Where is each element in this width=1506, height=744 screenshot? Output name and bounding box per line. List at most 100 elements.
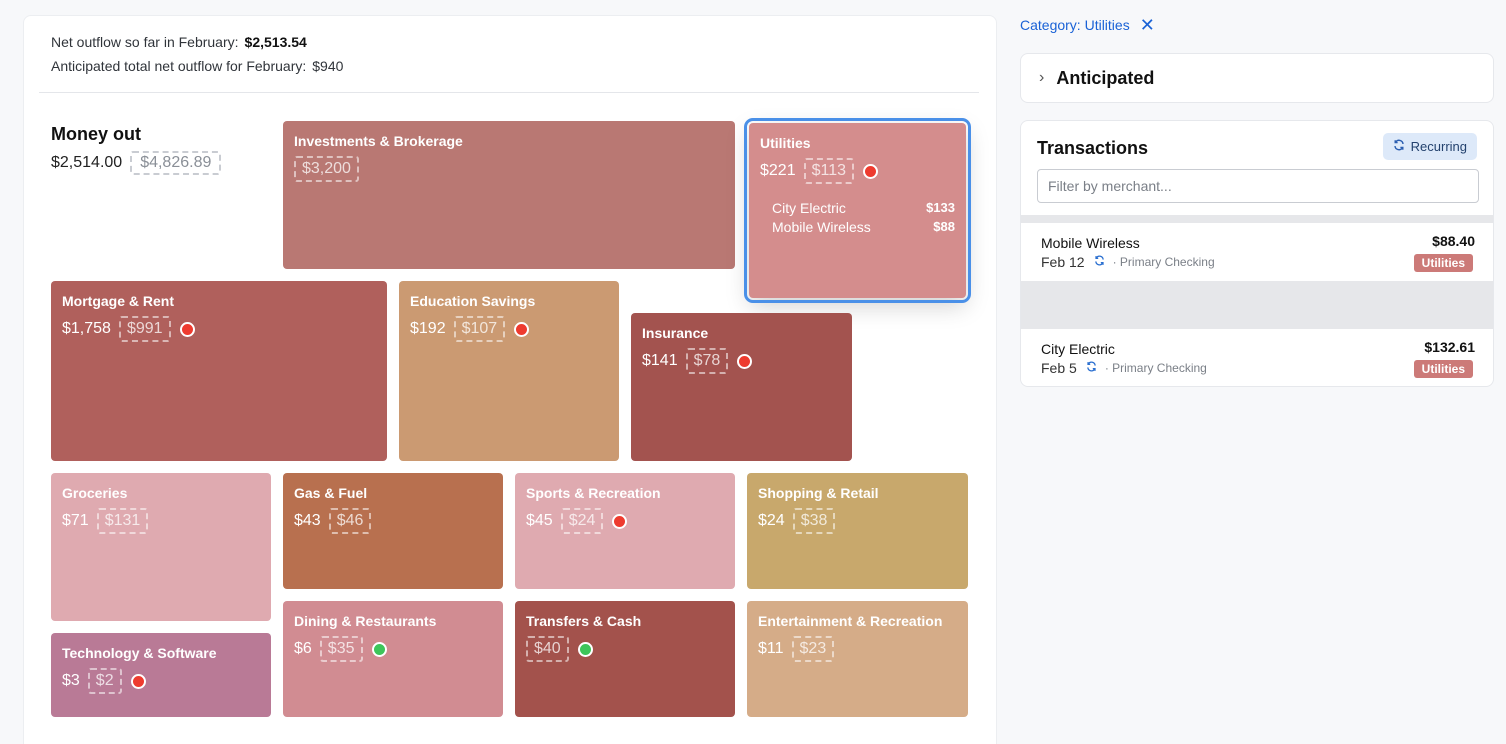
- category-badge[interactable]: Utilities: [1413, 254, 1473, 272]
- tile-anticipated: $78: [685, 348, 729, 374]
- merchant-row: City Electric $133: [772, 200, 955, 219]
- tile-shopping[interactable]: Shopping & Retail $24 $38: [747, 473, 968, 589]
- net-outflow-value: $2,513.54: [244, 34, 307, 50]
- tile-actual: $43: [294, 512, 321, 529]
- recurring-icon: [1086, 361, 1097, 375]
- tile-education[interactable]: Education Savings $192 $107: [399, 281, 619, 461]
- under-budget-indicator-icon: [577, 641, 593, 657]
- tile-anticipated: $2: [87, 668, 122, 694]
- tile-actual: $3: [62, 672, 80, 689]
- over-budget-indicator-icon: [737, 353, 753, 369]
- merchant-name: City Electric: [772, 200, 846, 216]
- tile-actual: $141: [642, 352, 678, 369]
- chevron-right-icon: ›: [1039, 69, 1045, 86]
- tile-name: Dining & Restaurants: [294, 613, 437, 629]
- transactions-card: Transactions Recurring Mobile Wireless $…: [1020, 120, 1494, 387]
- tile-actual: $221: [760, 162, 796, 179]
- transaction-merchant: Mobile Wireless: [1041, 235, 1140, 251]
- tile-actual: $11: [758, 640, 784, 657]
- tile-anticipated: $113: [803, 158, 854, 184]
- transaction-account: · Primary Checking: [1104, 361, 1207, 375]
- anticipated-outflow-value: $940: [312, 58, 344, 74]
- tile-anticipated: $40: [526, 636, 569, 662]
- merchant-amount: $88: [933, 219, 955, 234]
- tile-name: Education Savings: [410, 293, 536, 309]
- money-out-title: Money out: [51, 124, 141, 144]
- tile-technology[interactable]: Technology & Software $3 $2: [51, 633, 271, 717]
- tile-name: Gas & Fuel: [294, 485, 368, 501]
- money-out-summary: Money out $2,514.00 $4,826.89: [51, 124, 222, 175]
- merchant-list: City Electric $133 Mobile Wireless $88: [760, 200, 955, 238]
- category-filter-label: Category: Utilities: [1020, 17, 1130, 33]
- category-filter-chip[interactable]: Category: Utilities ✕: [1020, 15, 1155, 35]
- under-budget-indicator-icon: [371, 641, 387, 657]
- tile-anticipated: $131: [96, 508, 149, 534]
- tile-actual: $71: [62, 512, 89, 529]
- recurring-label: Recurring: [1410, 139, 1467, 154]
- tile-name: Shopping & Retail: [758, 485, 879, 501]
- tile-name: Utilities: [760, 135, 811, 151]
- over-budget-indicator-icon: [863, 163, 878, 179]
- transaction-date: Feb 5: [1041, 360, 1077, 376]
- transaction-amount: $88.40: [1432, 233, 1475, 249]
- list-separator: [1021, 215, 1493, 223]
- tile-groceries[interactable]: Groceries $71 $131: [51, 473, 271, 621]
- tile-name: Sports & Recreation: [526, 485, 661, 501]
- close-icon[interactable]: ✕: [1139, 15, 1155, 35]
- tile-name: Insurance: [642, 325, 709, 341]
- recurring-button[interactable]: Recurring: [1382, 133, 1477, 160]
- tile-anticipated: $46: [328, 508, 372, 534]
- recurring-icon: [1094, 255, 1105, 269]
- summary-divider: [39, 92, 979, 93]
- merchant-amount: $133: [926, 200, 955, 215]
- transaction-account: · Primary Checking: [1112, 255, 1215, 269]
- outflow-summary: Net outflow so far in February: $2,513.54…: [51, 33, 343, 81]
- tile-name: Mortgage & Rent: [62, 293, 174, 309]
- anticipated-section[interactable]: › Anticipated: [1020, 53, 1494, 103]
- merchant-name: Mobile Wireless: [772, 219, 871, 235]
- money-out-anticipated: $4,826.89: [130, 151, 222, 175]
- transaction-amount: $132.61: [1424, 339, 1475, 355]
- tile-actual: $24: [758, 512, 785, 529]
- over-budget-indicator-icon: [130, 673, 146, 689]
- transaction-row[interactable]: Mobile Wireless $88.40 Feb 12 · Primary …: [1021, 223, 1493, 281]
- tile-actual: $45: [526, 512, 553, 529]
- tile-name: Entertainment & Recreation: [758, 613, 943, 629]
- tile-name: Technology & Software: [62, 645, 217, 661]
- tile-sports[interactable]: Sports & Recreation $45 $24: [515, 473, 735, 589]
- tile-anticipated: $107: [453, 316, 506, 342]
- tile-actual: $192: [410, 320, 446, 337]
- tile-anticipated: $24: [560, 508, 604, 534]
- transaction-date: Feb 12: [1041, 254, 1085, 270]
- tile-anticipated: $3,200: [294, 156, 359, 182]
- tile-transfers[interactable]: Transfers & Cash $40: [515, 601, 735, 717]
- tile-name: Transfers & Cash: [526, 613, 642, 629]
- tile-mortgage[interactable]: Mortgage & Rent $1,758 $991: [51, 281, 387, 461]
- anticipated-section-title: Anticipated: [1056, 67, 1155, 88]
- tile-name: Groceries: [62, 485, 128, 501]
- tile-entertainment[interactable]: Entertainment & Recreation $11 $23: [747, 601, 968, 717]
- tile-dining[interactable]: Dining & Restaurants $6 $35: [283, 601, 503, 717]
- tile-name: Investments & Brokerage: [294, 133, 463, 149]
- anticipated-outflow-label: Anticipated total net outflow for Februa…: [51, 58, 307, 74]
- tile-anticipated: $35: [319, 636, 363, 662]
- tile-utilities[interactable]: Utilities $221 $113 City Electric $133 Mo…: [744, 118, 971, 303]
- tile-actual: $6: [294, 640, 312, 657]
- tile-gas[interactable]: Gas & Fuel $43 $46: [283, 473, 503, 589]
- over-budget-indicator-icon: [612, 513, 628, 529]
- money-out-actual: $2,514.00: [51, 154, 123, 171]
- transaction-row[interactable]: City Electric $132.61 Feb 5 · Primary Ch…: [1021, 329, 1493, 386]
- tile-insurance[interactable]: Insurance $141 $78: [631, 313, 852, 461]
- over-budget-indicator-icon: [514, 321, 530, 337]
- net-outflow-label: Net outflow so far in February:: [51, 34, 239, 50]
- tile-actual: $1,758: [62, 320, 111, 337]
- merchant-filter-input[interactable]: [1037, 169, 1479, 203]
- category-badge[interactable]: Utilities: [1413, 360, 1473, 378]
- merchant-row: Mobile Wireless $88: [772, 219, 955, 238]
- transaction-merchant: City Electric: [1041, 341, 1115, 357]
- over-budget-indicator-icon: [179, 321, 195, 337]
- refresh-icon: [1393, 139, 1405, 154]
- tile-anticipated: $23: [791, 636, 835, 662]
- tile-investments[interactable]: Investments & Brokerage $3,200: [283, 121, 735, 269]
- list-separator: [1021, 281, 1493, 329]
